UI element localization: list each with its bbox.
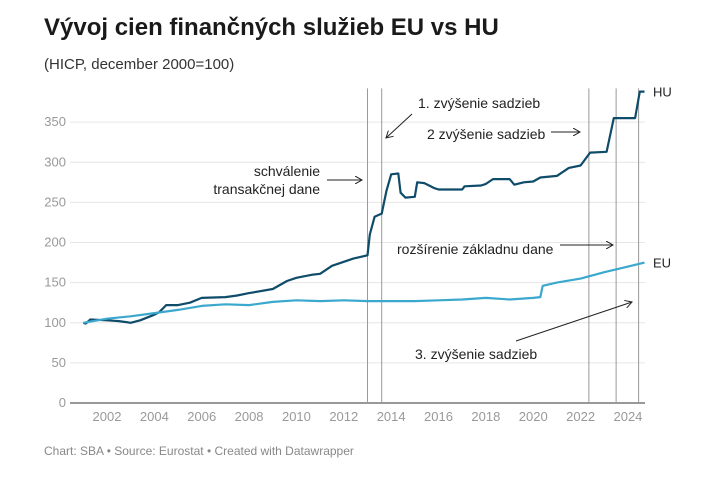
x-tick-label: 2024 bbox=[613, 409, 642, 424]
y-tick-label: 100 bbox=[44, 315, 66, 330]
annotation-text: transakčnej dane bbox=[213, 181, 320, 197]
x-tick-label: 2022 bbox=[566, 409, 595, 424]
annotation-text: 2 zvýšenie sadzieb bbox=[427, 126, 546, 142]
y-tick-label: 300 bbox=[44, 154, 66, 169]
x-tick-label: 2002 bbox=[93, 409, 122, 424]
y-tick-label: 250 bbox=[44, 194, 66, 209]
x-tick-label: 2008 bbox=[235, 409, 264, 424]
y-tick-label: 200 bbox=[44, 235, 66, 250]
y-tick-label: 150 bbox=[44, 275, 66, 290]
x-tick-label: 2020 bbox=[519, 409, 548, 424]
series-label-hu: HU bbox=[653, 85, 672, 100]
y-tick-label: 0 bbox=[59, 395, 66, 410]
x-tick-label: 2018 bbox=[471, 409, 500, 424]
annotation-text: 1. zvýšenie sadzieb bbox=[418, 95, 540, 111]
annotation-text: rozšírenie základnu dane bbox=[397, 241, 554, 257]
series-line-hu bbox=[82, 90, 645, 325]
x-tick-label: 2014 bbox=[377, 409, 406, 424]
x-tick-label: 2012 bbox=[329, 409, 358, 424]
x-tick-label: 2006 bbox=[187, 409, 216, 424]
x-tick-label: 2016 bbox=[424, 409, 453, 424]
chart-footer: Chart: SBA • Source: Eurostat • Created … bbox=[44, 444, 354, 458]
series-line-eu bbox=[83, 261, 645, 324]
chart-subtitle: (HICP, december 2000=100) bbox=[44, 56, 235, 73]
annotation-text: 3. zvýšenie sadzieb bbox=[415, 346, 537, 362]
annotation-arrow bbox=[515, 302, 632, 342]
series-label-eu: EU bbox=[653, 256, 671, 271]
y-tick-label: 350 bbox=[44, 114, 66, 129]
annotation-arrow bbox=[386, 113, 413, 138]
x-tick-label: 2010 bbox=[282, 409, 311, 424]
chart-title: Vývoj cien finančných služieb EU vs HU bbox=[44, 14, 499, 41]
y-tick-label: 50 bbox=[52, 355, 66, 370]
x-tick-label: 2004 bbox=[140, 409, 169, 424]
annotation-text: schválenie bbox=[254, 163, 320, 179]
